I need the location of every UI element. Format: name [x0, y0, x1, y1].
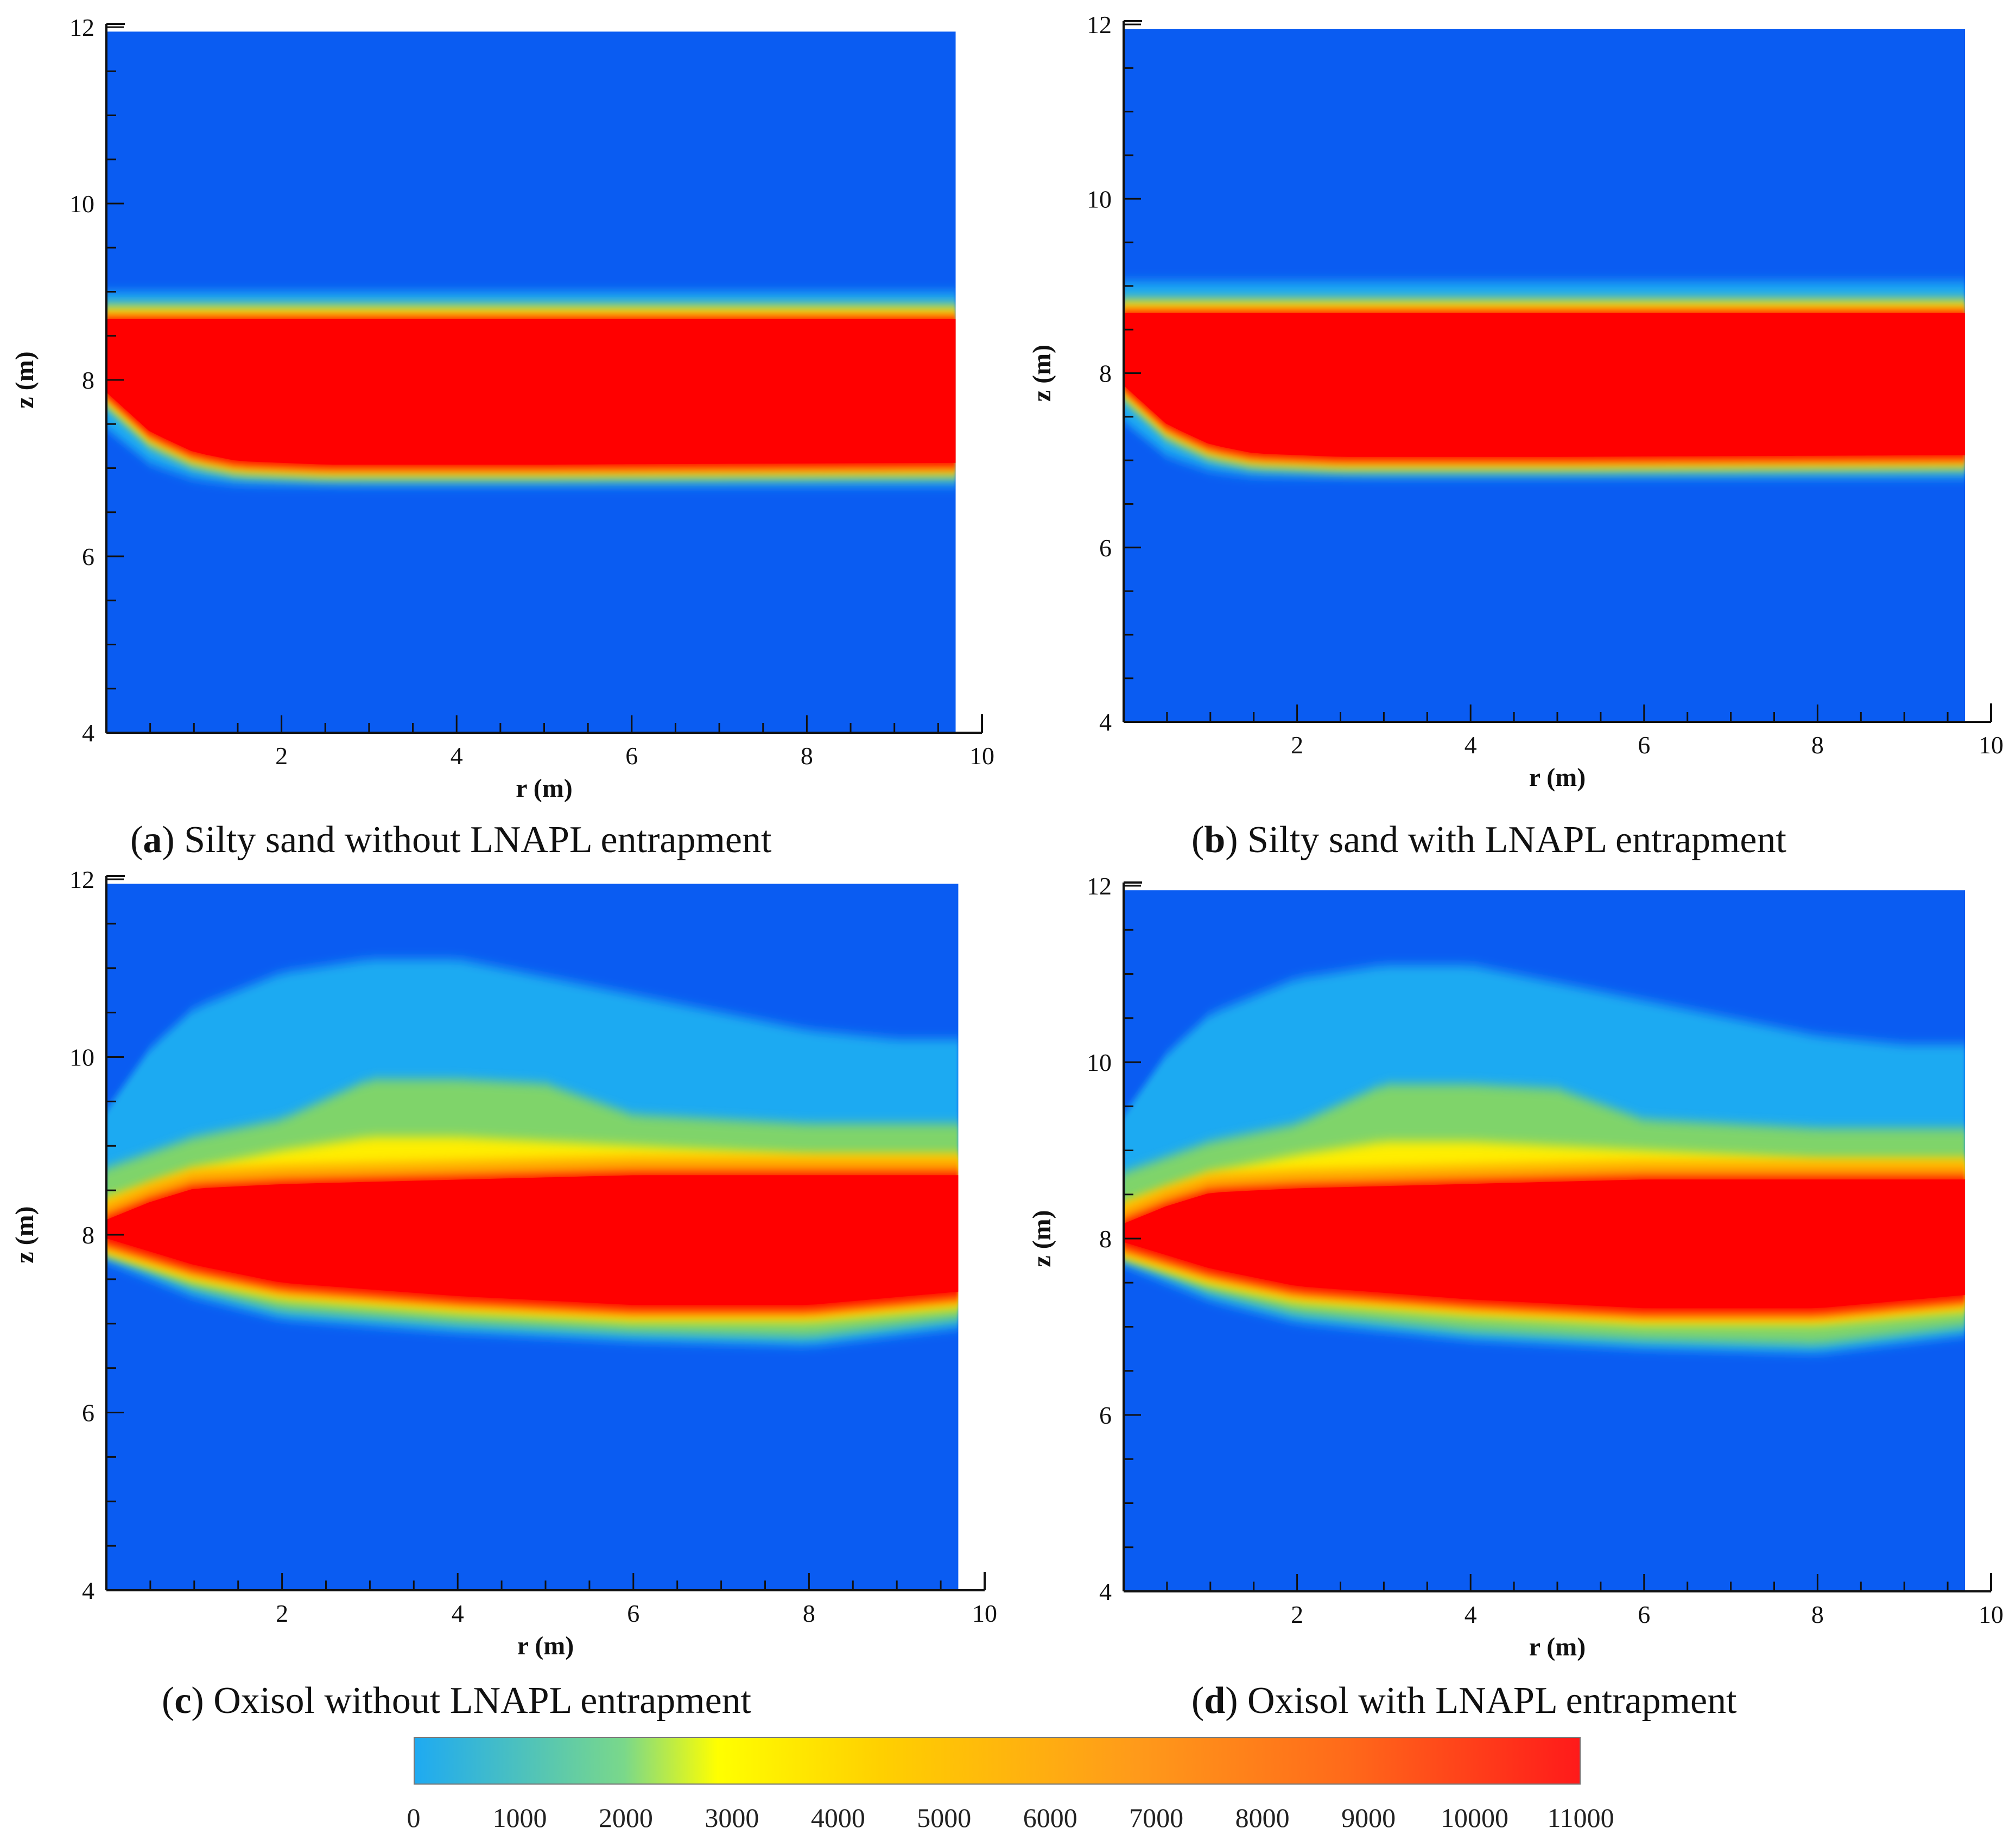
colorbar-tick-label: 9000 [1341, 1802, 1396, 1833]
minor-ticks [1124, 23, 1949, 723]
heatmap-c: 4 6 8 10 12 2 4 6 8 10 r (m) z (m) [10, 866, 997, 1660]
caption-b: (b) Silty sand with LNAPL entrapment [1191, 819, 1786, 861]
x-tick-label: 8 [803, 1600, 815, 1627]
x-tick-label: 8 [801, 742, 813, 770]
core-band-inner [106, 319, 956, 465]
x-tick-label: 4 [1465, 1601, 1477, 1628]
x-tick-label: 6 [1638, 731, 1650, 759]
caption-d: (d) Oxisol with LNAPL entrapment [1191, 1680, 1737, 1722]
core-band-inner [106, 1175, 959, 1305]
x-tick-label: 2 [275, 742, 288, 770]
y-tick-label: 10 [1087, 1049, 1112, 1076]
plume-field [1124, 29, 1966, 722]
y-tick-label: 8 [82, 366, 94, 394]
caption-c: (c) Oxisol without LNAPL entrapment [162, 1680, 752, 1722]
x-tick-label: 4 [452, 1600, 464, 1627]
y-tick-label: 8 [1099, 1225, 1112, 1253]
x-axis-title: r (m) [516, 774, 572, 803]
x-tick-label: 10 [969, 742, 994, 770]
y-tick-label: 6 [1099, 1401, 1112, 1429]
y-tick-label: 8 [1099, 360, 1112, 388]
y-tick-label: 10 [69, 190, 94, 218]
y-tick-label: 6 [82, 543, 94, 570]
panel-d: 4 6 8 10 12 2 4 6 8 10 r (m) z (m) [1020, 863, 2016, 1688]
minor-ticks [106, 26, 939, 734]
y-tick-label: 4 [82, 1577, 94, 1604]
panel-c: 4 6 8 10 12 2 4 6 8 10 r (m) z (m) [0, 863, 1010, 1688]
colorbar-tick-label: 1000 [492, 1802, 547, 1833]
colorbar-tick-label: 6000 [1023, 1802, 1077, 1833]
y-axis-title: z (m) [1028, 345, 1056, 402]
panel-a: 4 6 8 10 12 2 4 6 8 10 r (m) z (m) [0, 0, 1010, 825]
y-tick-label: 12 [69, 14, 94, 41]
colorbar-tick-label: 10000 [1441, 1802, 1509, 1833]
x-tick-label: 10 [972, 1600, 997, 1627]
x-tick-label: 6 [627, 1600, 639, 1627]
colorbar-tick-label: 0 [407, 1802, 421, 1833]
heatmap-d: 4 6 8 10 12 2 4 6 8 10 r (m) z (m) [1028, 872, 2004, 1661]
panel-b: 4 6 8 10 12 2 4 6 8 10 r (m) z (m) [1020, 0, 2016, 825]
x-tick-label: 2 [1291, 731, 1303, 759]
y-tick-label: 6 [82, 1399, 94, 1427]
x-axis-title: r (m) [1529, 763, 1586, 792]
x-axis-title: r (m) [1529, 1633, 1586, 1661]
plume-field [106, 31, 956, 733]
x-tick-label: 4 [451, 742, 463, 770]
colorbar-tick-label: 2000 [598, 1802, 653, 1833]
x-tick-label: 8 [1811, 731, 1824, 759]
x-axis-title: r (m) [517, 1632, 574, 1660]
caption-a: (a) Silty sand without LNAPL entrapment [130, 819, 772, 861]
heatmap-a: 4 6 8 10 12 2 4 6 8 10 r (m) z (m) [10, 14, 994, 803]
y-tick-label: 12 [1087, 11, 1112, 39]
x-tick-label: 2 [276, 1600, 288, 1627]
y-tick-label: 8 [82, 1221, 94, 1249]
y-tick-label: 12 [69, 866, 94, 893]
y-tick-label: 4 [1099, 1578, 1112, 1605]
colorbar-tick-label: 11000 [1547, 1802, 1614, 1833]
colorbar [414, 1737, 1581, 1785]
colorbar-tick-label: 4000 [810, 1802, 865, 1833]
minor-ticks [106, 878, 942, 1591]
colorbar-tick-label: 7000 [1129, 1802, 1184, 1833]
x-tick-label: 2 [1291, 1601, 1303, 1628]
y-tick-label: 4 [1099, 708, 1112, 736]
core-band-inner [1124, 313, 1966, 457]
y-tick-label: 10 [1087, 185, 1112, 213]
minor-ticks [1124, 885, 1949, 1592]
colorbar-labels: 0 1000 2000 3000 4000 5000 6000 7000 8000 9000 100… [0, 1802, 2016, 1840]
x-tick-label: 10 [1979, 1601, 2004, 1628]
y-tick-label: 10 [69, 1044, 94, 1071]
plume-field [106, 884, 959, 1590]
core-band-inner [1124, 1179, 1966, 1309]
x-tick-label: 6 [625, 742, 638, 770]
colorbar-tick-label: 5000 [917, 1802, 972, 1833]
y-tick-label: 6 [1099, 534, 1112, 562]
colorbar-tick-label: 8000 [1235, 1802, 1290, 1833]
x-tick-label: 6 [1638, 1601, 1650, 1628]
x-tick-label: 8 [1811, 1601, 1824, 1628]
x-tick-label: 10 [1979, 731, 2004, 759]
x-tick-label: 4 [1465, 731, 1477, 759]
y-tick-label: 4 [82, 719, 94, 747]
y-axis-title: z (m) [10, 351, 39, 408]
y-axis-title: z (m) [1028, 1210, 1056, 1267]
plume-field [1124, 890, 1966, 1591]
heatmap-b: 4 6 8 10 12 2 4 6 8 10 r (m) z (m) [1028, 11, 2004, 792]
colorbar-tick-label: 3000 [705, 1802, 759, 1833]
y-tick-label: 12 [1087, 872, 1112, 900]
y-axis-title: z (m) [10, 1206, 39, 1263]
